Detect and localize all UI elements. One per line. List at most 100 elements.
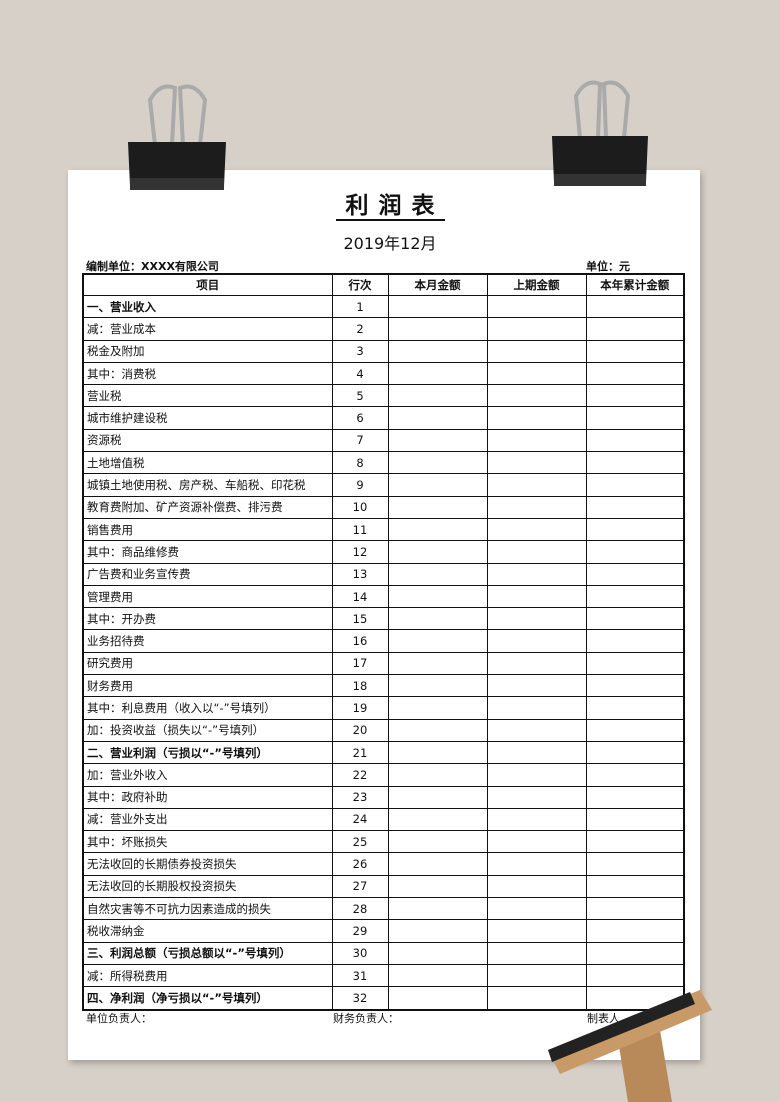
line-cell: 30 (331, 941, 389, 965)
line-cell: 5 (331, 384, 389, 408)
item-cell: 其中：消费税 (82, 361, 333, 386)
amount-cell (486, 674, 587, 698)
amount-cell (585, 963, 685, 988)
table-row: 四、净利润（净亏损以“-”号填列） 32 (82, 986, 685, 1010)
item-cell: 教育费附加、矿产资源补偿费、排污费 (82, 495, 333, 519)
header-row: 项目 行次 本月金额 上期金额 本年累计金额 (82, 273, 685, 296)
amount-cell (387, 607, 488, 631)
table-row: 税金及附加 3 (82, 339, 685, 363)
line-cell: 3 (331, 339, 389, 363)
line-cell: 6 (331, 406, 389, 430)
amount-cell (387, 361, 488, 386)
table-row: 其中：开办费 15 (82, 607, 685, 631)
amount-cell (585, 384, 685, 408)
amount-cell (486, 718, 587, 742)
column-header: 本年累计金额 (585, 273, 685, 296)
amount-cell (585, 317, 685, 341)
table-row: 减：所得税费用 31 (82, 963, 685, 988)
table-row: 财务费用 18 (82, 674, 685, 698)
amount-cell (387, 718, 488, 742)
amount-cell (486, 986, 587, 1010)
amount-cell (585, 428, 685, 453)
amount-cell (486, 963, 587, 988)
item-cell: 其中：开办费 (82, 607, 333, 631)
column-header: 上期金额 (486, 273, 587, 296)
date: 2019年12月 (343, 234, 437, 253)
line-cell: 19 (331, 696, 389, 720)
item-cell: 减：营业外支出 (82, 807, 333, 832)
table-row: 城镇土地使用税、房产税、车船税、印花税 9 (82, 473, 685, 497)
table-row: 土地增值税 8 (82, 451, 685, 475)
amount-cell (387, 807, 488, 832)
footer-preparer: 制表人 (587, 1012, 620, 1025)
amount-cell (585, 495, 685, 519)
table-row: 减：营业成本 2 (82, 317, 685, 341)
line-cell: 29 (331, 919, 389, 943)
line-cell: 7 (331, 428, 389, 453)
amount-cell (387, 629, 488, 653)
table-row: 其中：坏账损失 25 (82, 830, 685, 854)
amount-cell (486, 428, 587, 453)
line-cell: 31 (331, 963, 389, 988)
item-cell: 业务招待费 (82, 629, 333, 653)
item-cell: 其中：利息费用（收入以“-”号填列） (82, 696, 333, 720)
table-row: 教育费附加、矿产资源补偿费、排污费 10 (82, 495, 685, 519)
line-cell: 18 (331, 674, 389, 698)
table-row: 其中：消费税 4 (82, 361, 685, 386)
line-cell: 12 (331, 540, 389, 564)
amount-cell (585, 941, 685, 965)
amount-cell (387, 451, 488, 475)
table-row: 广告费和业务宣传费 13 (82, 562, 685, 586)
amount-cell (486, 473, 587, 497)
item-cell: 税金及附加 (82, 339, 333, 363)
amount-cell (387, 473, 488, 497)
amount-cell (486, 785, 587, 809)
amount-cell (387, 696, 488, 720)
table-row: 营业税 5 (82, 384, 685, 408)
amount-cell (387, 540, 488, 564)
item-cell: 广告费和业务宣传费 (82, 562, 333, 586)
line-cell: 11 (331, 517, 389, 542)
amount-cell (486, 294, 587, 319)
amount-cell (585, 696, 685, 720)
amount-cell (387, 584, 488, 609)
line-cell: 22 (331, 763, 389, 787)
amount-cell (387, 919, 488, 943)
line-cell: 28 (331, 897, 389, 921)
amount-cell (387, 317, 488, 341)
footer-head: 单位负责人： (86, 1012, 152, 1025)
amount-cell (486, 517, 587, 542)
table-row: 资源税 7 (82, 428, 685, 453)
amount-cell (387, 517, 488, 542)
amount-cell (486, 495, 587, 519)
amount-cell (486, 540, 587, 564)
amount-cell (486, 317, 587, 341)
amount-cell (387, 785, 488, 809)
column-header: 本月金额 (387, 273, 488, 296)
item-cell: 自然灾害等不可抗力因素造成的损失 (82, 897, 333, 921)
amount-cell (387, 874, 488, 899)
amount-cell (486, 852, 587, 876)
amount-cell (387, 830, 488, 854)
item-cell: 三、利润总额（亏损总额以“-”号填列） (82, 941, 333, 965)
amount-cell (486, 451, 587, 475)
item-cell: 减：所得税费用 (82, 963, 333, 988)
item-cell: 管理费用 (82, 584, 333, 609)
line-cell: 2 (331, 317, 389, 341)
item-cell: 无法收回的长期债券投资损失 (82, 852, 333, 876)
amount-cell (585, 607, 685, 631)
item-cell: 减：营业成本 (82, 317, 333, 341)
amount-cell (585, 718, 685, 742)
amount-cell (585, 651, 685, 676)
table-row: 研究费用 17 (82, 651, 685, 676)
amount-cell (585, 294, 685, 319)
table-row: 自然灾害等不可抗力因素造成的损失 28 (82, 897, 685, 921)
table-row: 一、营业收入 1 (82, 294, 685, 319)
amount-cell (585, 807, 685, 832)
line-cell: 16 (331, 629, 389, 653)
line-cell: 10 (331, 495, 389, 519)
item-cell: 加：投资收益（损失以“-”号填列） (82, 718, 333, 742)
amount-cell (585, 897, 685, 921)
table-row: 二、营业利润（亏损以“-”号填列） 21 (82, 740, 685, 765)
amount-cell (387, 986, 488, 1010)
